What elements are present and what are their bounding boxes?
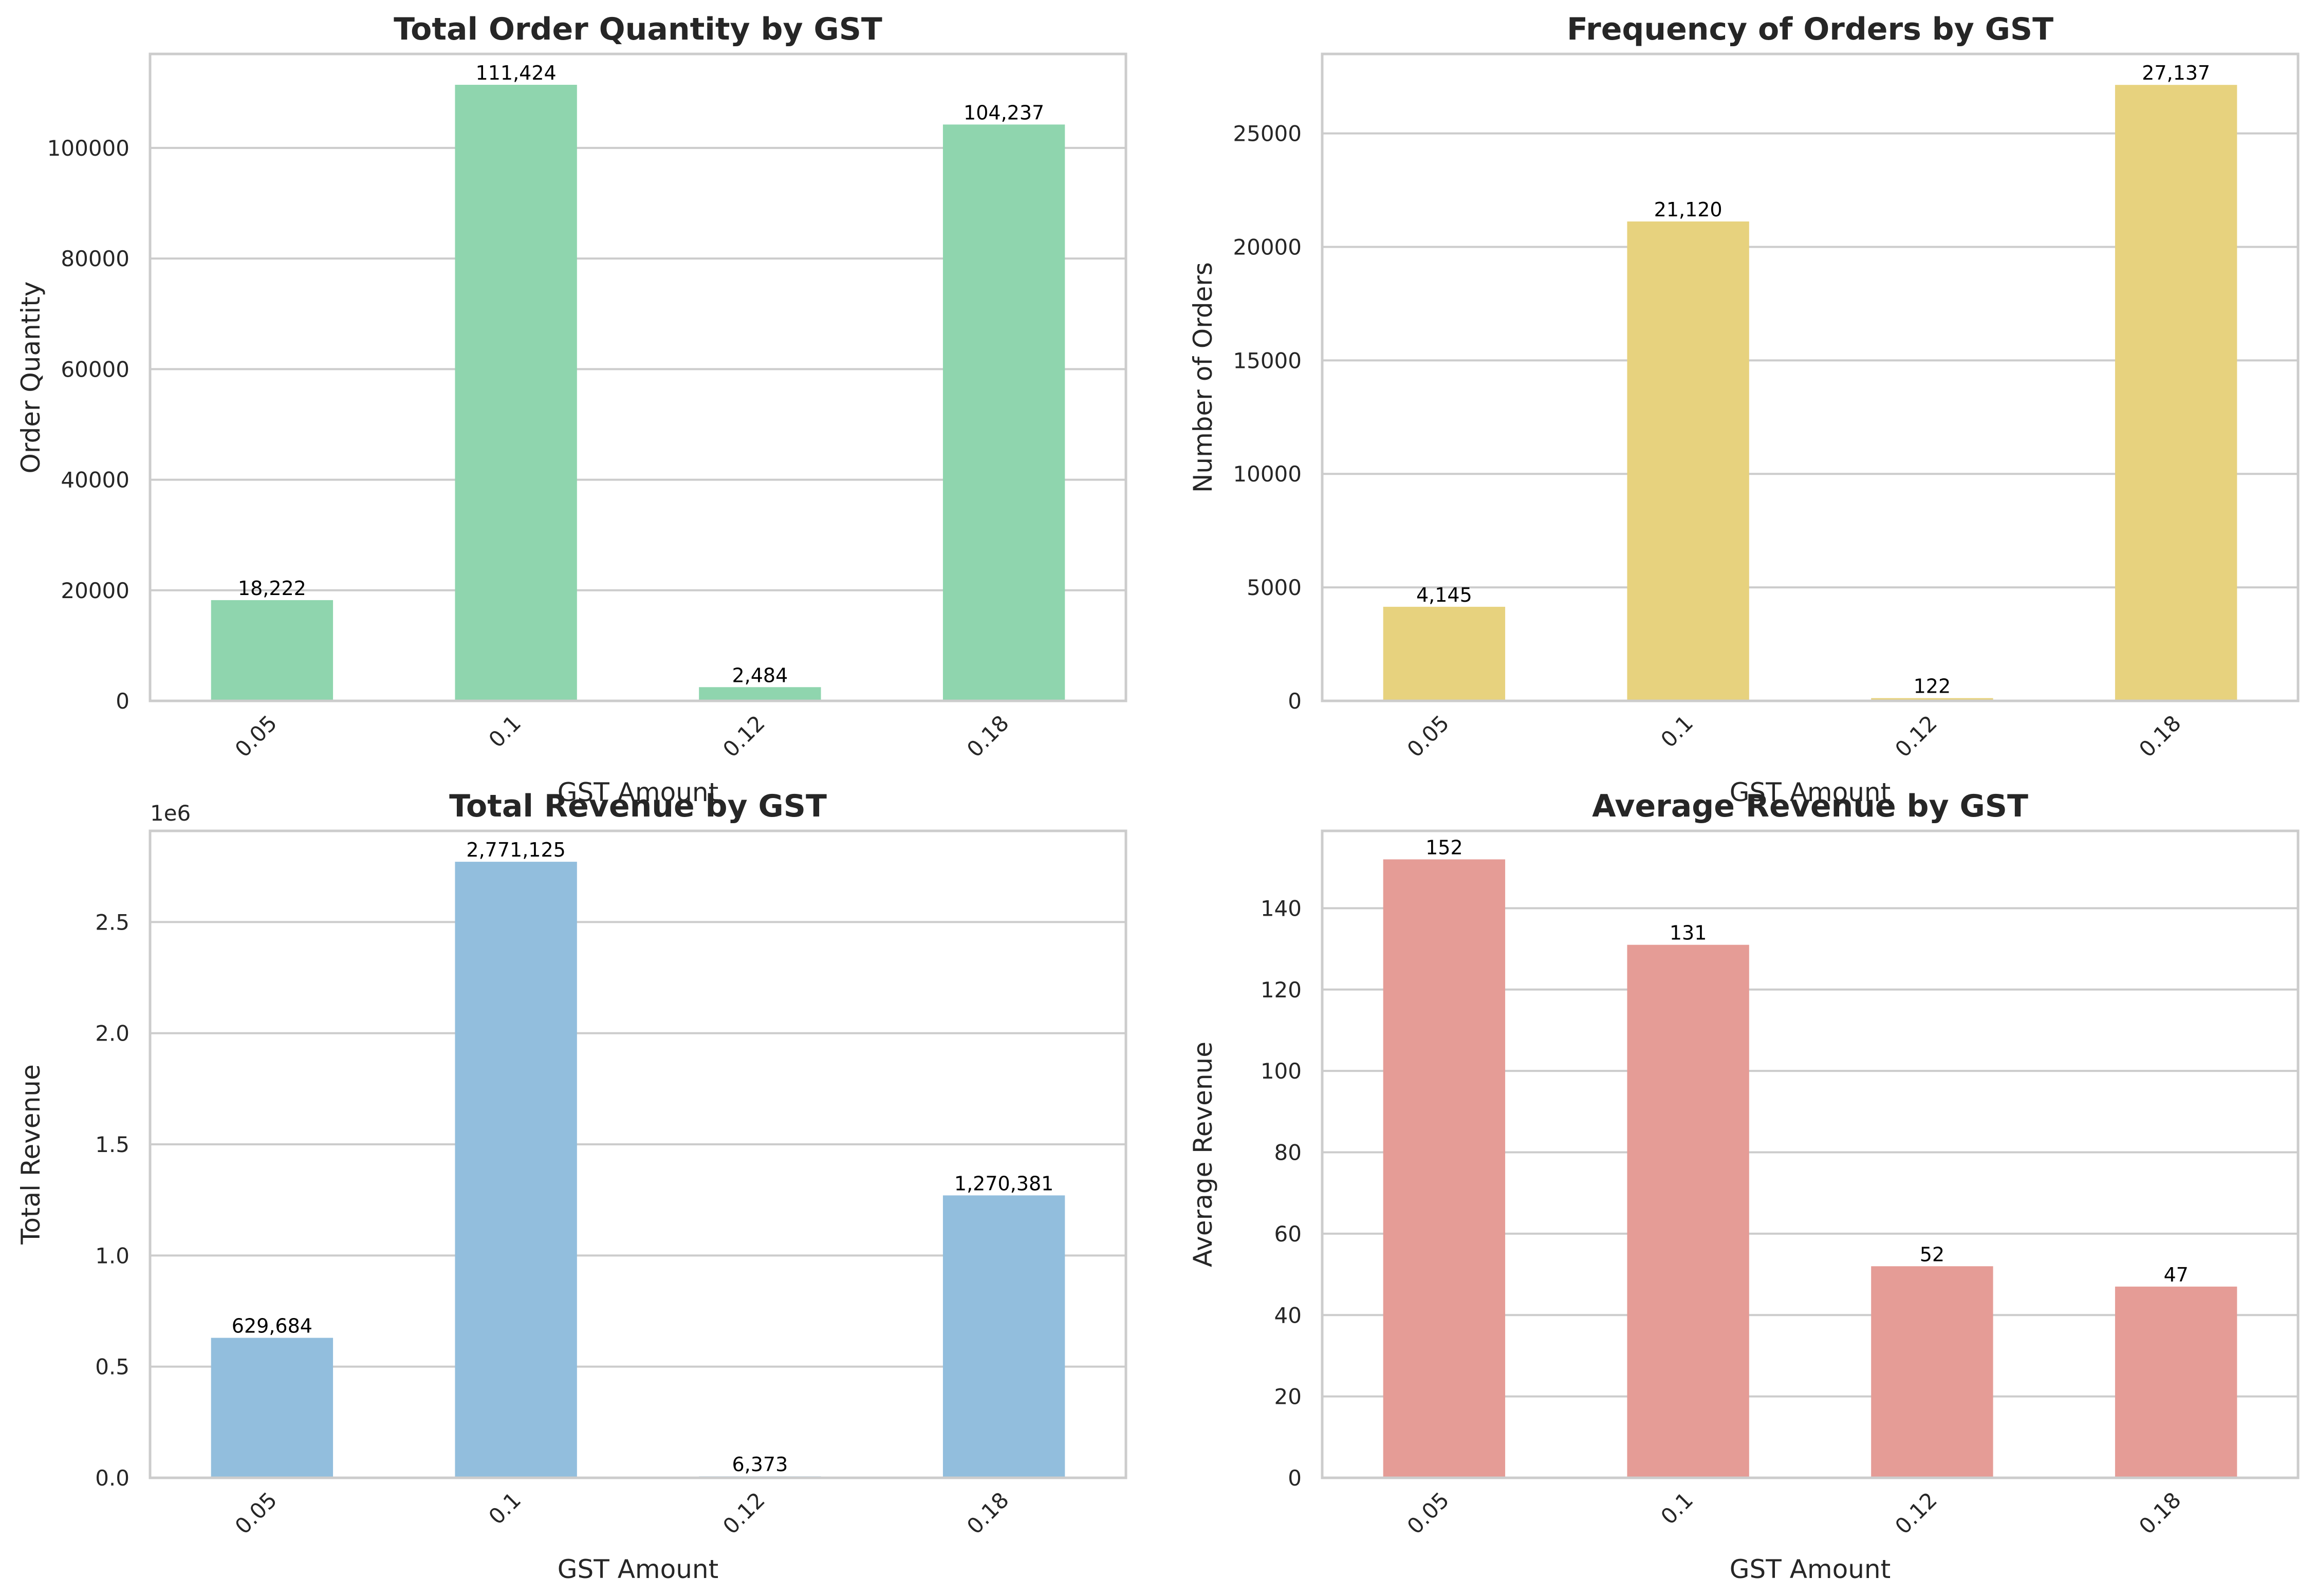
y-tick-label: 0.0 [95,1465,129,1491]
chart-title: Average Revenue by GST [1592,788,2028,824]
x-axis-label: GST Amount [1730,1554,1891,1584]
data-label: 111,424 [476,62,557,84]
bar [455,85,577,701]
bar [699,687,821,701]
bar [1627,221,1749,701]
bar [942,124,1065,701]
chart-title: Total Order Quantity by GST [394,11,882,47]
y-tick-label: 0.5 [95,1354,129,1380]
chart-title: Frequency of Orders by GST [1567,11,2053,47]
y-tick-label: 100000 [47,136,129,161]
y-tick-label: 20 [1274,1384,1302,1409]
y-axis-label: Average Revenue [1188,1042,1218,1267]
x-axis-label: GST Amount [558,1554,718,1584]
data-label: 131 [1670,922,1707,944]
y-tick-label: 0 [1288,1465,1302,1491]
plot-frame [1321,52,2300,702]
plot-frame [149,829,1127,1479]
plot-frame [1321,829,2300,1479]
data-label: 629,684 [232,1315,312,1338]
chart-title: Total Revenue by GST [449,788,827,824]
data-label: 152 [1425,836,1463,859]
bar [211,600,334,701]
data-label: 47 [2163,1264,2188,1286]
y-tick-label: 60000 [61,357,129,382]
y-axis-label: Total Revenue [16,1064,46,1245]
y-tick-label: 2.0 [95,1021,129,1046]
y-tick-label: 40 [1274,1303,1302,1328]
y-tick-label: 80000 [61,246,129,271]
y-tick-label: 60 [1274,1221,1302,1247]
bar [455,862,577,1478]
y-tick-label: 40000 [61,468,129,493]
data-label: 2,771,125 [466,839,565,861]
bar [211,1338,334,1478]
bar [1871,698,1993,701]
y-tick-label: 1.0 [95,1243,129,1268]
y-tick-label: 100 [1261,1059,1302,1084]
y-axis-label: Number of Orders [1188,262,1218,493]
y-tick-label: 0 [1288,689,1302,714]
data-label: 52 [1920,1243,1944,1266]
y-tick-label: 140 [1261,896,1302,921]
data-label: 18,222 [238,577,306,600]
bar [1383,606,1506,701]
y-tick-label: 10000 [1233,461,1302,487]
bar [2115,85,2237,701]
y-tick-label: 20000 [1233,234,1302,259]
y-axis-label: Order Quantity [16,281,46,473]
y-tick-label: 20000 [61,578,129,603]
data-label: 27,137 [2142,62,2210,84]
y-tick-label: 2.5 [95,910,129,935]
y-tick-label: 80 [1274,1140,1302,1165]
data-label: 122 [1914,675,1951,698]
bar [1627,944,1749,1478]
chart-panel-order-quantity: 18,222 111,424 2,484 104,237 0 20000 40000 6000… [16,11,1127,807]
bar [942,1195,1065,1478]
data-label: 104,237 [964,101,1044,124]
x-axis-label: GST Amount [1730,777,1891,807]
y-offset-label: 1e6 [150,801,191,826]
data-label: 4,145 [1416,584,1472,606]
bar [1871,1266,1993,1478]
y-tick-label: 15000 [1233,348,1302,373]
y-tick-label: 5000 [1247,575,1302,600]
bar [2115,1286,2237,1478]
y-tick-label: 0 [116,689,129,714]
x-axis-label: GST Amount [558,777,718,807]
data-label: 6,373 [732,1453,788,1476]
data-label: 2,484 [732,664,788,686]
data-label: 1,270,381 [954,1172,1053,1195]
y-tick-label: 1.5 [95,1132,129,1157]
y-tick-label: 120 [1261,977,1302,1003]
y-tick-label: 25000 [1233,121,1302,146]
data-label: 21,120 [1654,198,1723,221]
plot-frame [149,52,1127,702]
bar [1383,859,1506,1478]
chart-panel-total-revenue: 629,684 2,771,125 6,373 1,270,381 0.0 0.5 1.0 1… [16,788,1127,1584]
